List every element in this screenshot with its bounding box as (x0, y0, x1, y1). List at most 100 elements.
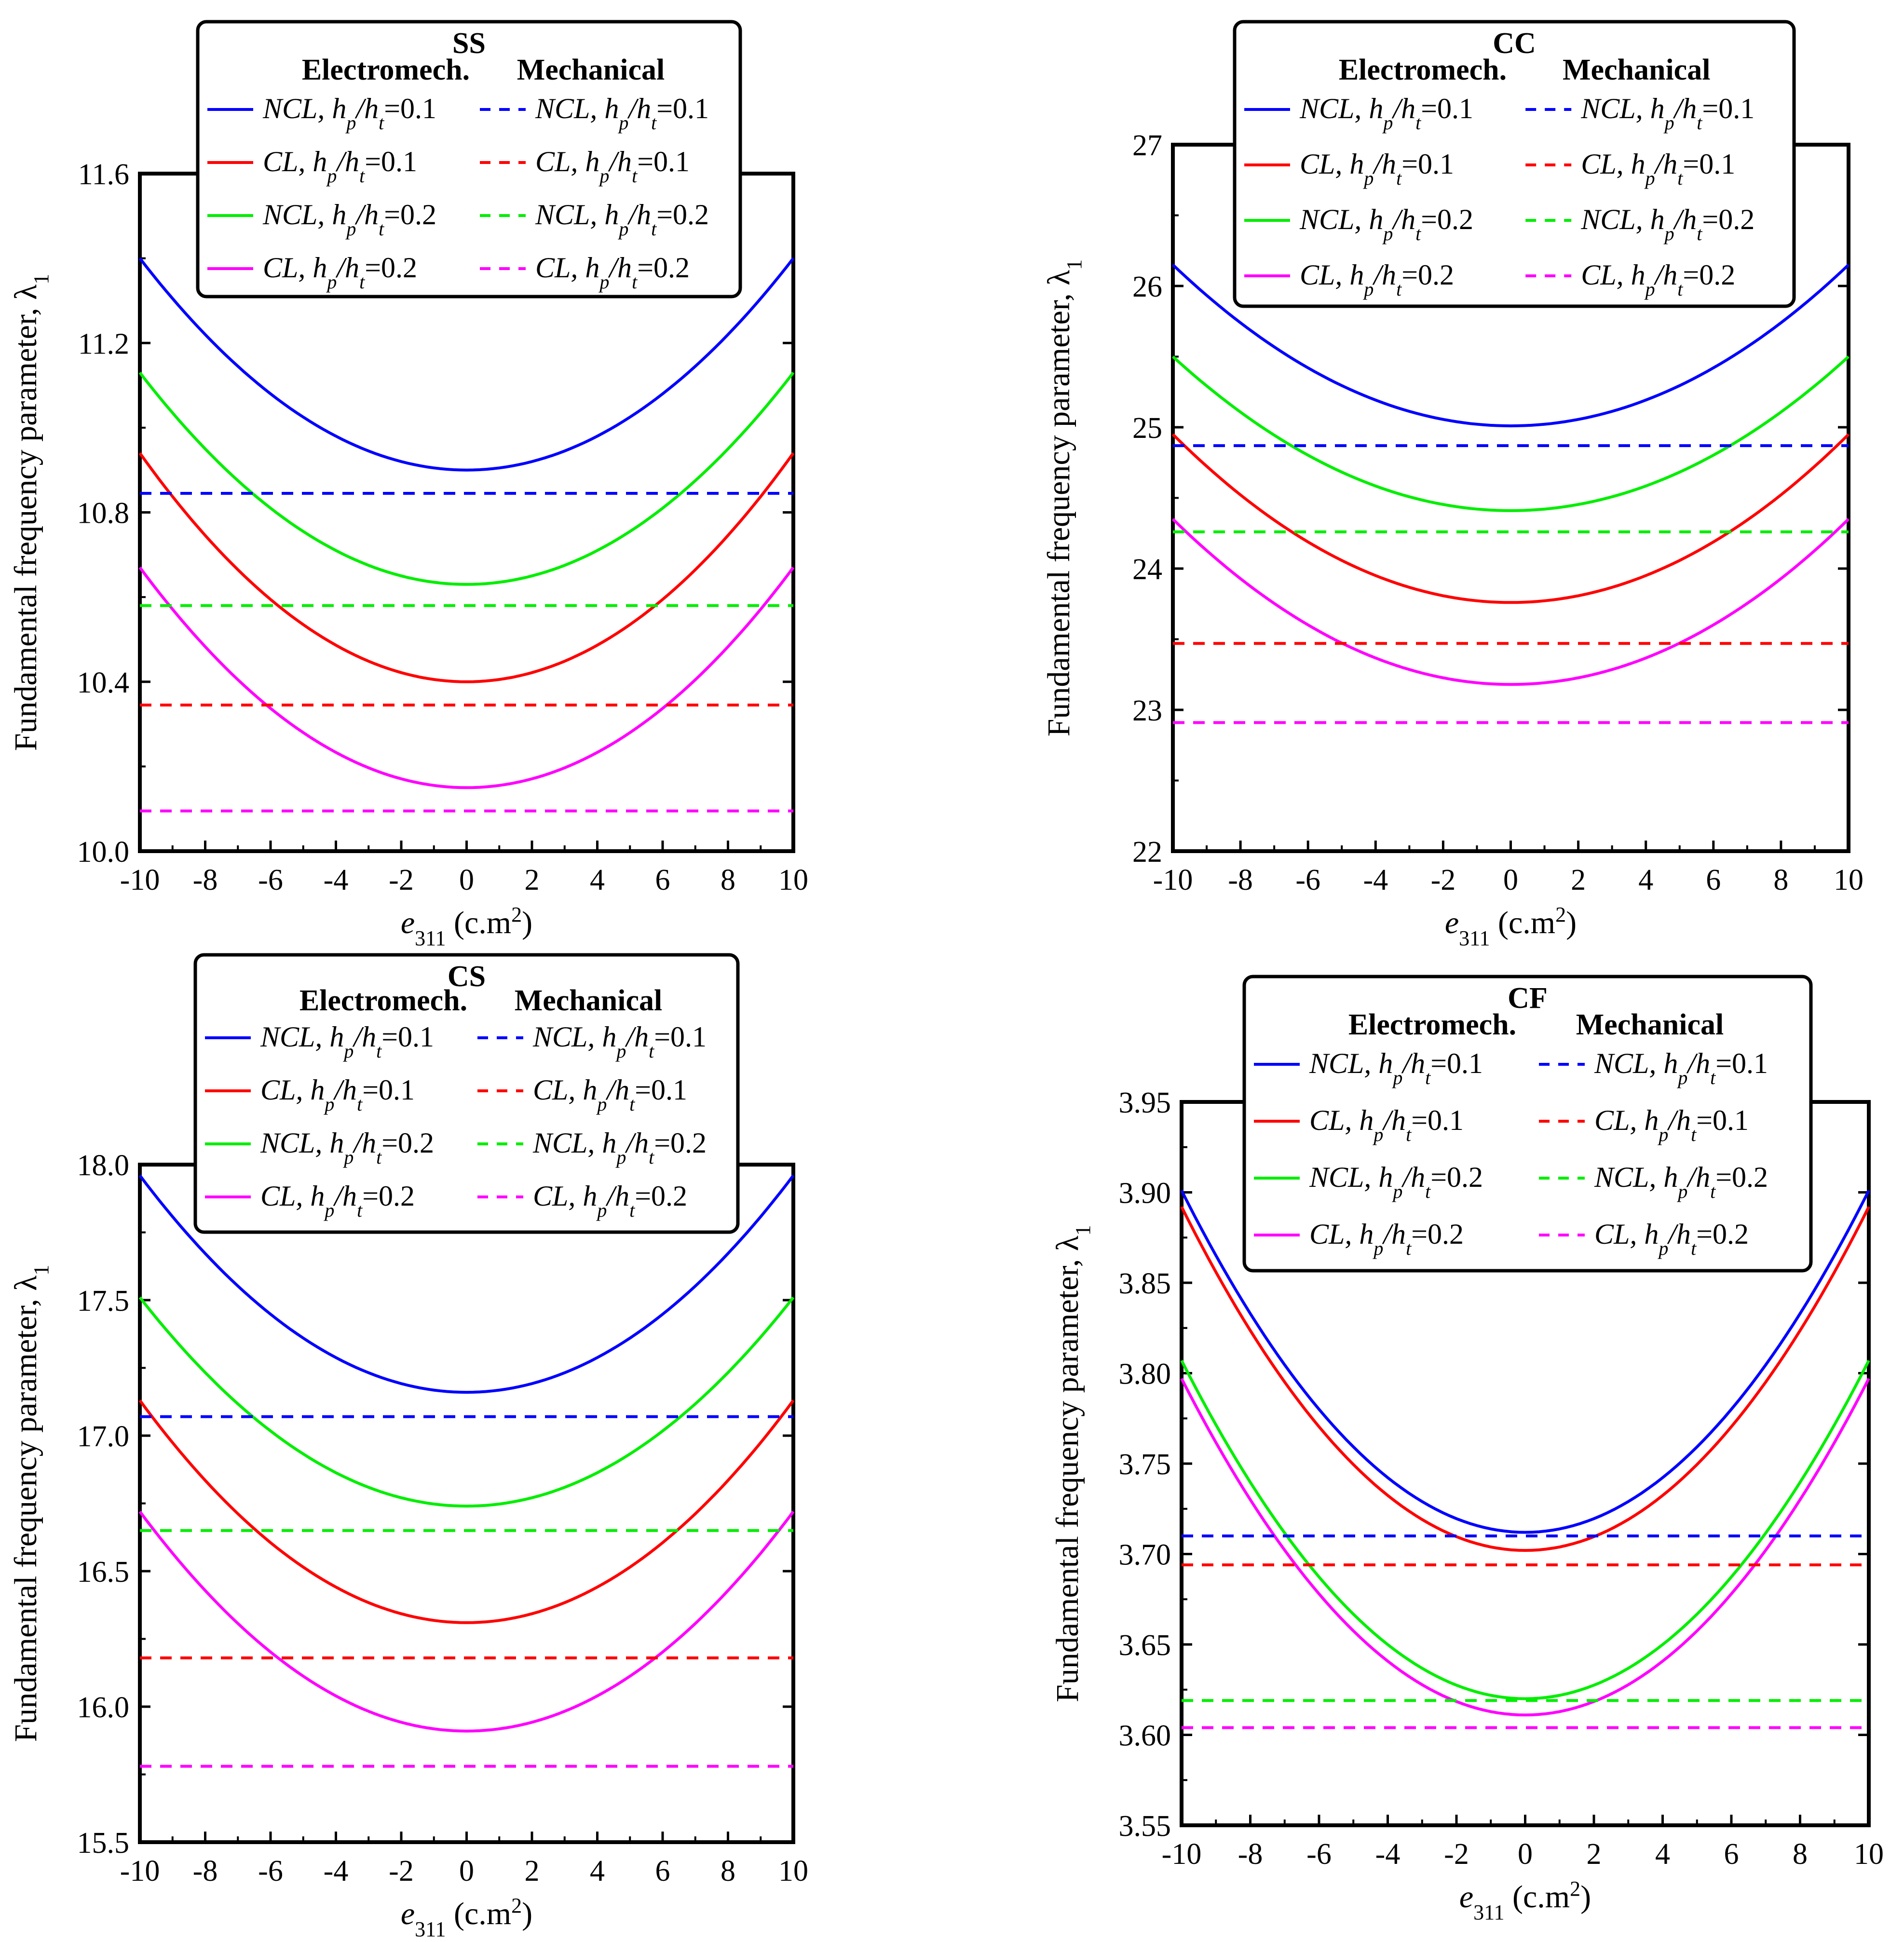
y-tick-label: 3.85 (1119, 1267, 1171, 1300)
legend-label-tail: =0.2 (365, 252, 417, 284)
series-elec-3 (138, 566, 795, 789)
legend-label-sub: p (598, 165, 609, 187)
legend-label-mid: /h (335, 146, 359, 177)
plot-frame (138, 1163, 795, 1844)
legend-label-tail: =0.2 (1401, 259, 1454, 291)
x-tick-label: 10 (1854, 1838, 1884, 1871)
y-tick-label: 17.5 (77, 1285, 130, 1317)
legend-label-sub: p (1372, 1237, 1383, 1259)
legend-label-sub: t (359, 165, 365, 187)
legend-label-dashed: NCL, hp/ht=0.2 (532, 1127, 707, 1168)
x-axis-label: e311 (c.m2) (401, 903, 532, 950)
x-tick-label: 2 (1587, 1838, 1602, 1871)
legend-label-sub: p (1391, 1181, 1402, 1202)
legend-label-sub: t (1691, 1237, 1697, 1259)
legend-label-mid: /h (1391, 93, 1415, 124)
x-tick-label: 10 (778, 864, 808, 896)
series-elec-3 (1180, 1378, 1870, 1717)
legend-label-mid: /h (1401, 1047, 1425, 1079)
legend-label-dashed: NCL, hp/ht=0.1 (532, 1021, 707, 1062)
legend-label-main: CL, h (1309, 1104, 1374, 1136)
x-tick-label: 4 (1638, 864, 1653, 896)
legend-label-sub: t (651, 218, 657, 240)
legend-label-sub: p (1663, 223, 1674, 244)
y-tick-label: 11.2 (78, 327, 129, 360)
x-tick-label: 4 (590, 864, 605, 896)
x-axis-close: ) (522, 1896, 532, 1931)
legend-label-tail: =0.1 (1421, 93, 1473, 124)
legend-label-main: NCL, h (262, 199, 346, 231)
legend-label-main: NCL, h (535, 199, 619, 231)
legend-label-dashed: NCL, hp/ht=0.2 (1594, 1161, 1768, 1202)
x-tick-label: 8 (721, 864, 735, 896)
legend-label-tail: =0.2 (635, 1180, 687, 1212)
legend-label-sub: t (629, 1199, 635, 1221)
y-tick-label: 11.6 (78, 158, 129, 191)
legend-label-sub: p (326, 271, 337, 293)
y-tick-label: 3.75 (1119, 1448, 1171, 1481)
x-tick-label: -6 (258, 1855, 283, 1888)
x-tick-label: -2 (389, 864, 414, 896)
legend-label-tail: =0.1 (1430, 1047, 1483, 1079)
legend-label-dashed: CL, hp/ht=0.1 (533, 1074, 687, 1115)
legend-label-tail: =0.2 (1430, 1161, 1483, 1193)
series-elec-0 (138, 257, 795, 472)
legend-label-sub: p (1676, 1067, 1687, 1088)
legend-label-sub: t (1415, 112, 1421, 134)
y-tick-label: 3.70 (1119, 1539, 1171, 1572)
legend-label-mid: /h (1667, 1218, 1691, 1250)
legend-label-sub: t (376, 1146, 382, 1168)
legend-label-sub: p (1657, 1124, 1668, 1145)
legend-label-sub: t (1396, 278, 1402, 300)
legend-label-sub: t (357, 1093, 363, 1115)
y-tick-label: 22 (1132, 836, 1162, 869)
x-tick-label: -4 (1375, 1838, 1401, 1871)
legend-label-solid: CL, hp/ht=0.1 (1309, 1104, 1464, 1145)
legend-label-solid: CL, hp/ht=0.2 (263, 252, 417, 293)
x-axis-sub: 311 (1473, 1901, 1504, 1924)
series-elec-0 (1180, 1190, 1870, 1534)
y-axis-label: Fundamental frequency parameter, λ1 (1050, 1225, 1095, 1702)
y-axis-label: Fundamental frequency parameter, λ1 (8, 1265, 53, 1742)
legend-label-tail: =0.2 (656, 199, 709, 231)
legend-label-sub: t (649, 1146, 654, 1168)
legend-label-mid: /h (1654, 148, 1678, 180)
legend-label-solid: NCL, hp/ht=0.2 (262, 199, 436, 240)
x-axis-close: ) (1580, 1879, 1591, 1915)
legend-label-dashed: NCL, hp/ht=0.2 (535, 199, 709, 240)
legend-label-mid: /h (1686, 1161, 1710, 1193)
legend-label-solid: NCL, hp/ht=0.1 (1309, 1047, 1483, 1088)
legend-label-mid: /h (627, 199, 651, 231)
legend-label-solid: NCL, hp/ht=0.1 (260, 1021, 434, 1062)
legend-header-mechanical: Mechanical (515, 984, 663, 1017)
legend-label-main: CL, h (1309, 1218, 1374, 1250)
legend-label-main: NCL, h (260, 1127, 344, 1159)
x-tick-label: -10 (1162, 1838, 1202, 1871)
y-tick-label: 16.0 (77, 1691, 130, 1724)
legend-label-mid: /h (1372, 148, 1396, 180)
legend-label-sub: p (1644, 278, 1655, 300)
legend-box (1233, 20, 1796, 308)
legend-label-tail: =0.1 (637, 146, 690, 177)
y-tick-label: 3.65 (1119, 1629, 1171, 1662)
x-axis-sub: 311 (1459, 926, 1490, 950)
legend-label-sub: t (1406, 1237, 1412, 1259)
legend-label-sub: p (615, 1040, 626, 1062)
x-axis-label: e311 (c.m2) (1459, 1877, 1591, 1924)
legend-label-solid: CL, hp/ht=0.1 (1300, 148, 1454, 189)
legend-label-solid: CL, hp/ht=0.2 (1309, 1218, 1464, 1259)
x-axis-label: e311 (c.m2) (1445, 903, 1577, 950)
legend-label-main: CL, h (535, 146, 599, 177)
legend-label-dashed: CL, hp/ht=0.2 (533, 1180, 687, 1221)
x-tick-label: 8 (1773, 864, 1788, 896)
legend-label-sub: t (357, 1199, 363, 1221)
legend-label-sub: p (1676, 1181, 1687, 1202)
legend-label-dashed: CL, hp/ht=0.1 (535, 146, 690, 187)
legend-label-sub: p (1391, 1067, 1402, 1088)
legend-label-main: CL, h (260, 1180, 325, 1212)
legend-label-mid: /h (1686, 1047, 1710, 1079)
